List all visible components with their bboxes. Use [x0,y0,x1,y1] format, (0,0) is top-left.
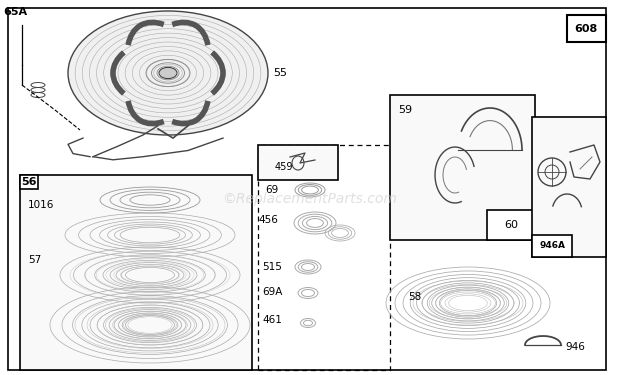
Text: 1016: 1016 [28,200,55,210]
Text: 461: 461 [262,315,282,325]
Bar [20,175,38,189]
Text: 58: 58 [408,292,421,302]
Bar [567,15,606,42]
Text: 57: 57 [28,255,42,265]
Text: 59: 59 [398,105,412,115]
Bar [258,145,390,370]
Text: 60: 60 [504,220,518,230]
Text: ©ReplacementParts.com: ©ReplacementParts.com [223,192,397,206]
Text: 946: 946 [565,342,585,352]
Text: 515: 515 [262,262,282,272]
Bar [532,117,606,257]
Text: 65A: 65A [3,7,27,17]
Text: 946A: 946A [539,242,565,250]
Bar [390,95,535,240]
Bar [532,235,572,257]
Text: 56: 56 [21,177,37,187]
Text: 55: 55 [273,68,287,78]
Text: 69: 69 [265,185,278,195]
Ellipse shape [159,68,177,79]
Bar [258,145,338,180]
Text: 69A: 69A [262,287,282,297]
Bar [20,175,252,370]
Bar [487,210,535,240]
Ellipse shape [68,11,268,135]
Text: 459: 459 [275,162,293,172]
Text: 456: 456 [258,215,278,225]
Text: 608: 608 [574,24,598,34]
